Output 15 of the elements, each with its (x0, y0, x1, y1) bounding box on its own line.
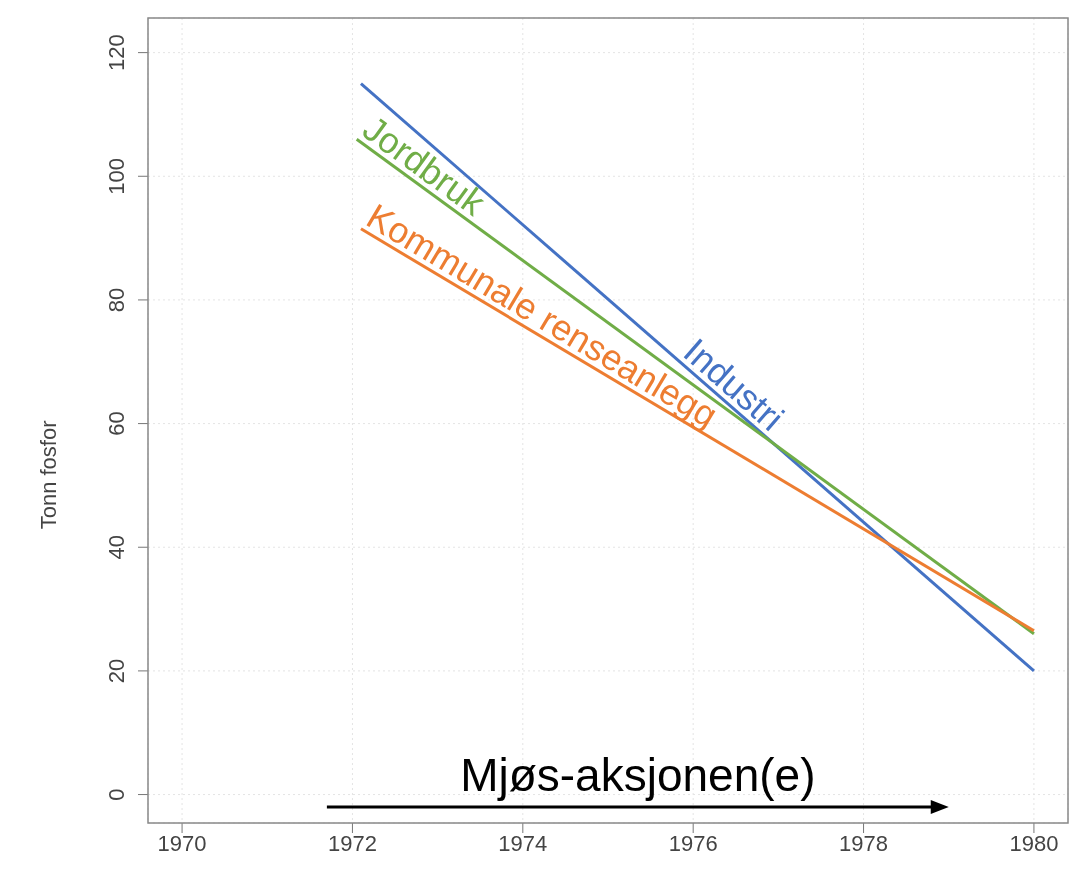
y-axis-title: Tonn fosfor (35, 420, 61, 530)
y-tick-label: 100 (104, 157, 129, 195)
x-tick-label: 1978 (839, 830, 889, 856)
x-tick-label: 1970 (157, 830, 207, 856)
y-tick-label: 80 (104, 287, 129, 313)
y-tick-label: 120 (104, 34, 129, 71)
x-tick-label: 1972 (327, 830, 377, 856)
x-tick-label: 1976 (668, 830, 718, 856)
annotation: Mjøs-aksjonen(e) (460, 748, 816, 801)
y-tick-label: 60 (104, 411, 129, 436)
y-tick-label: 0 (104, 788, 129, 801)
y-tick-label: 20 (104, 658, 129, 684)
x-tick-label: 1980 (1009, 830, 1059, 856)
x-tick-label: 1974 (498, 830, 548, 856)
y-tick-label: 40 (104, 535, 129, 560)
